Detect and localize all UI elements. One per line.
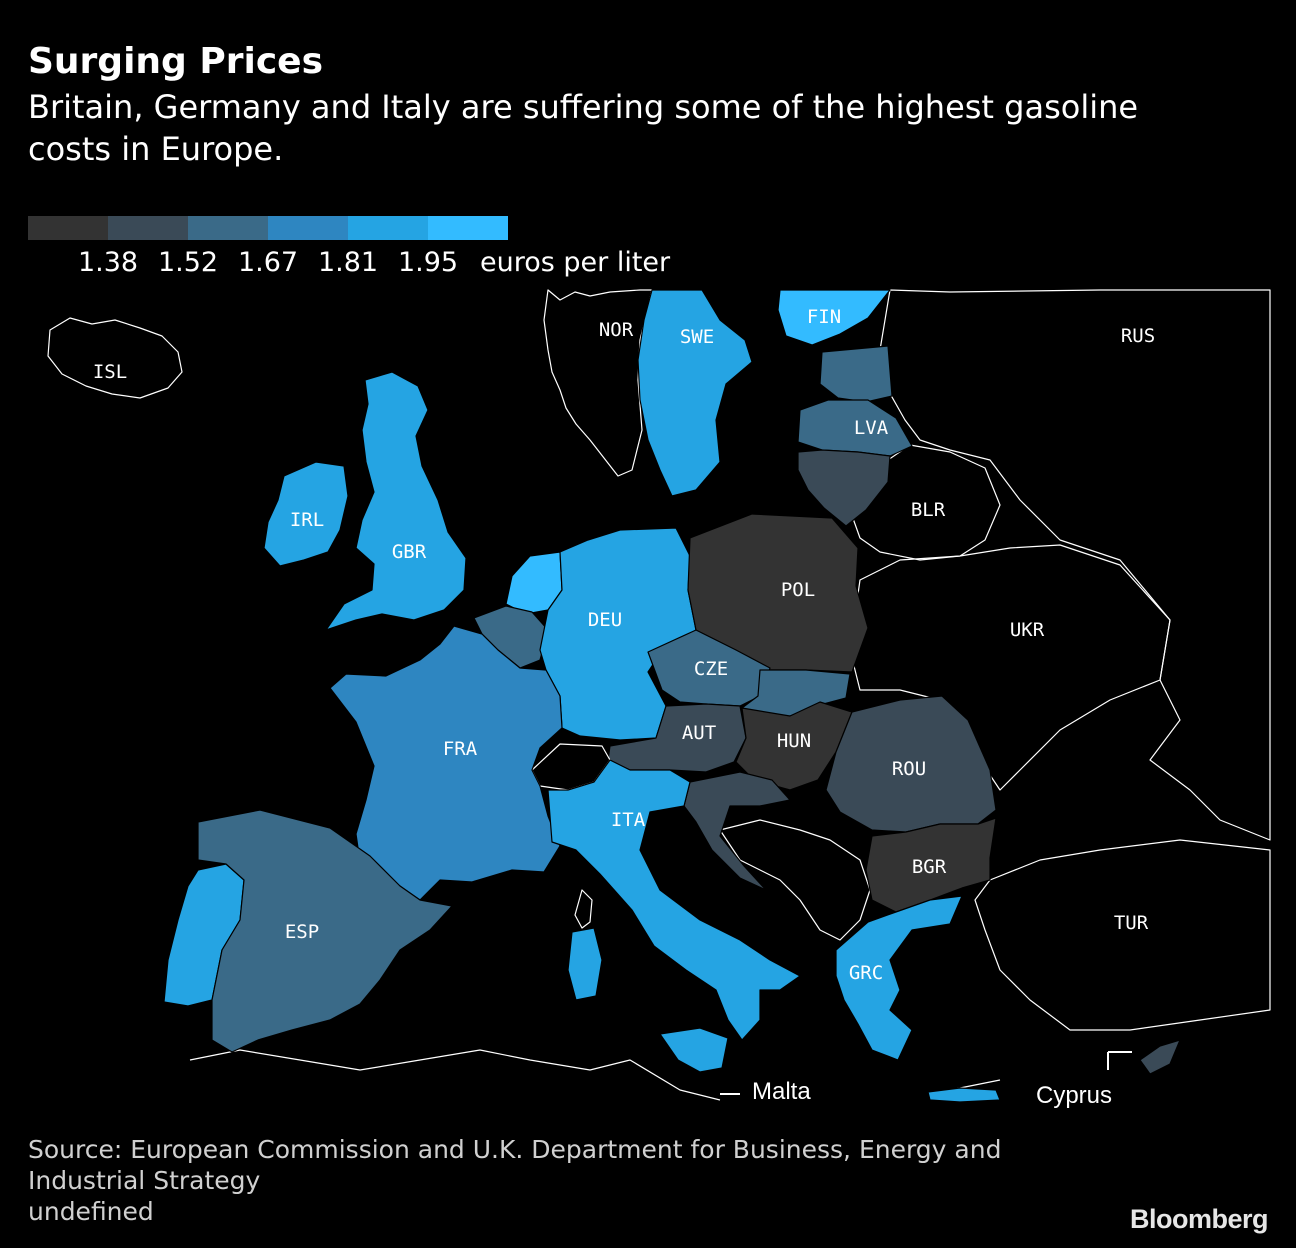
legend-labels: 1.38 1.52 1.67 1.81 1.95 euros per liter [28, 246, 728, 282]
country-label-ITA: ITA [611, 809, 646, 831]
inset-label-malta: Malta [752, 1078, 811, 1105]
country-ITA [547, 759, 801, 1041]
country-CZE [647, 629, 771, 707]
country-label-BGR: BGR [912, 856, 947, 878]
country-label-AUT: AUT [682, 722, 716, 744]
legend-swatch-3 [268, 216, 348, 240]
country-labels: ISL NOR SWE FIN RUS LVA IRL GBR BLR POL … [93, 306, 1155, 984]
color-legend [28, 216, 508, 240]
inset-markers [720, 1051, 1132, 1095]
country-FRA [329, 625, 563, 901]
country-label-BLR: BLR [911, 499, 946, 521]
country-label-SWE: SWE [680, 326, 714, 348]
country-NOR [543, 289, 653, 477]
country-label-GBR: GBR [392, 541, 427, 563]
country-label-ISL: ISL [93, 361, 127, 383]
legend-swatch-2 [188, 216, 268, 240]
corsica-outline [574, 889, 593, 929]
island-crete [927, 1087, 1001, 1103]
country-UKR [849, 544, 1171, 791]
legend-swatch-0 [28, 216, 108, 240]
country-label-ROU: ROU [892, 758, 926, 780]
country-label-ESP: ESP [285, 921, 319, 943]
source-note: Source: European Commission and U.K. Dep… [28, 1134, 1028, 1227]
legend-swatch-1 [108, 216, 188, 240]
country-label-GRC: GRC [849, 962, 883, 984]
country-SVN-HRV [683, 771, 791, 891]
country-label-RUS: RUS [1121, 325, 1155, 347]
country-label-UKR: UKR [1010, 619, 1045, 641]
balkans-outline [719, 819, 871, 941]
legend-unit-label: euros per liter [480, 247, 671, 278]
footnote-text: undefined [28, 1197, 154, 1226]
legend-break-label: 1.95 [397, 247, 459, 278]
country-ISL [47, 317, 183, 399]
country-ESP [197, 809, 453, 1053]
country-GRC [835, 895, 963, 1061]
country-label-TUR: TUR [1114, 912, 1149, 934]
country-FIN [777, 289, 891, 346]
legend-swatch-5 [428, 216, 508, 240]
island-sicily [659, 1027, 729, 1073]
country-label-FIN: FIN [807, 306, 841, 328]
country-label-CZE: CZE [694, 658, 728, 680]
country-label-IRL: IRL [290, 509, 324, 531]
country-label-DEU: DEU [588, 609, 622, 631]
country-HUN [735, 701, 853, 791]
source-text: Source: European Commission and U.K. Dep… [28, 1135, 1002, 1195]
legend-break-label: 1.81 [317, 247, 379, 278]
country-label-POL: POL [781, 579, 815, 601]
country-BGR [865, 817, 997, 913]
inset-label-cyprus: Cyprus [1036, 1082, 1113, 1109]
legend-break-label: 1.67 [237, 247, 299, 278]
chart-title: Surging Prices [28, 41, 324, 82]
legend-break-label: 1.52 [157, 247, 219, 278]
country-label-HUN: HUN [777, 730, 811, 752]
legend-break-label: 1.38 [77, 247, 139, 278]
country-TUR [974, 839, 1271, 1031]
country-label-NOR: NOR [599, 319, 634, 341]
country-LVA [797, 399, 913, 457]
europe-map: ISL NOR SWE FIN RUS LVA IRL GBR BLR POL … [47, 289, 1271, 1103]
country-GBR [325, 371, 467, 631]
legend-swatch-4 [348, 216, 428, 240]
country-LTU [797, 449, 891, 527]
island-cyprus [1139, 1039, 1181, 1075]
country-label-FRA: FRA [443, 738, 478, 760]
country-label-LVA: LVA [854, 417, 889, 439]
island-sardinia [567, 927, 603, 1001]
country-EST [819, 345, 893, 403]
bloomberg-logo: Bloomberg [1129, 1204, 1269, 1234]
country-SWE [637, 289, 753, 497]
country-IRL [263, 461, 349, 567]
north-africa-coast [189, 1049, 1001, 1101]
chart-subtitle: Britain, Germany and Italy are suffering… [28, 88, 1139, 168]
